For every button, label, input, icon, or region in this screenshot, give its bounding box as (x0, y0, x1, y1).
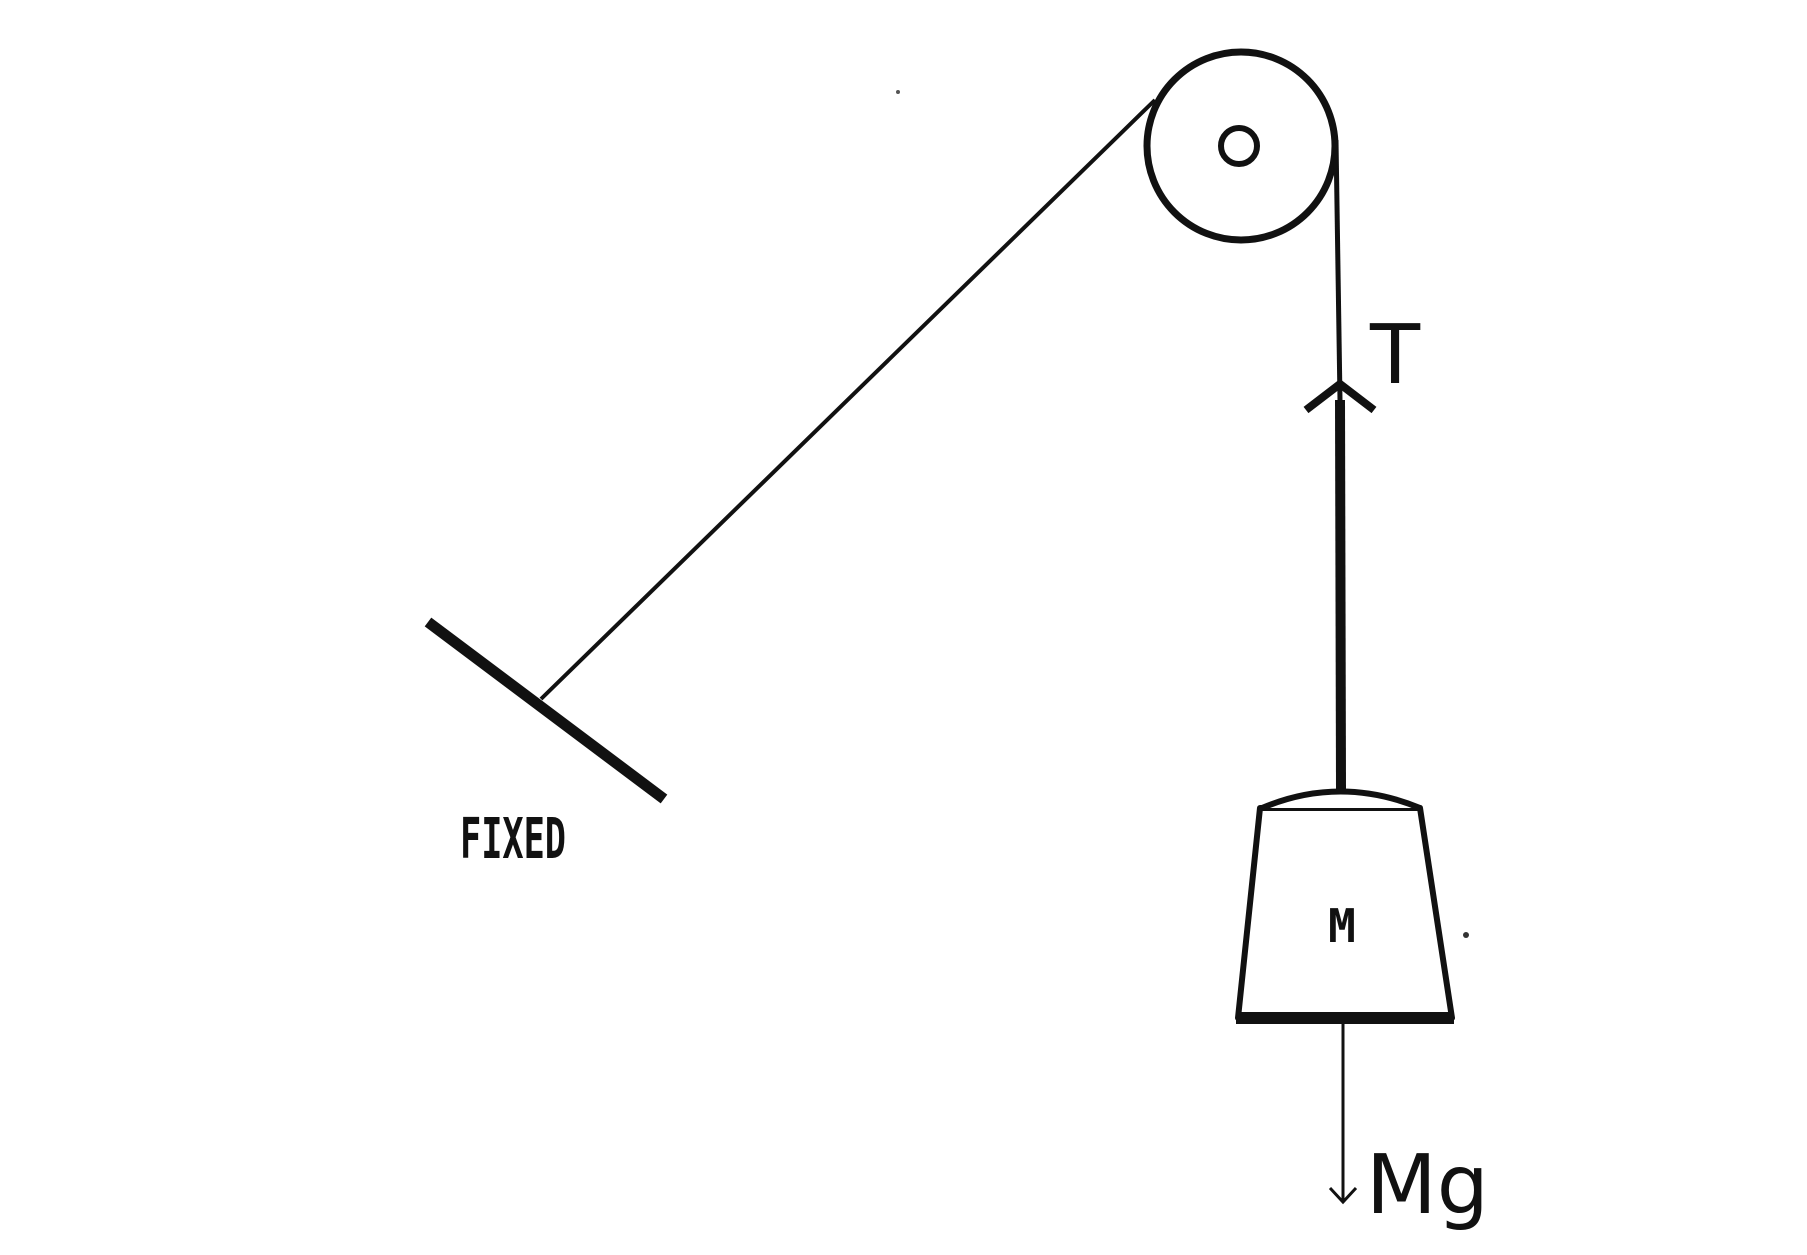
fixed-label: FIXED (460, 807, 566, 872)
speck (1463, 932, 1469, 938)
vertical-rope-lower (1335, 399, 1346, 791)
tension-label: T (1369, 308, 1421, 403)
pulley-axle (1218, 125, 1260, 167)
vertical-rope-upper (1333, 139, 1343, 401)
weight-label: Mg (1366, 1138, 1489, 1233)
fixed-support-bar (424, 617, 668, 804)
weight-arrow-icon (1328, 1186, 1358, 1205)
diagonal-rope (539, 98, 1157, 701)
mass-label: M (1328, 899, 1356, 953)
tension-arrow-icon (1303, 378, 1377, 414)
speck (896, 90, 900, 94)
mass-block-cap (1260, 788, 1422, 811)
